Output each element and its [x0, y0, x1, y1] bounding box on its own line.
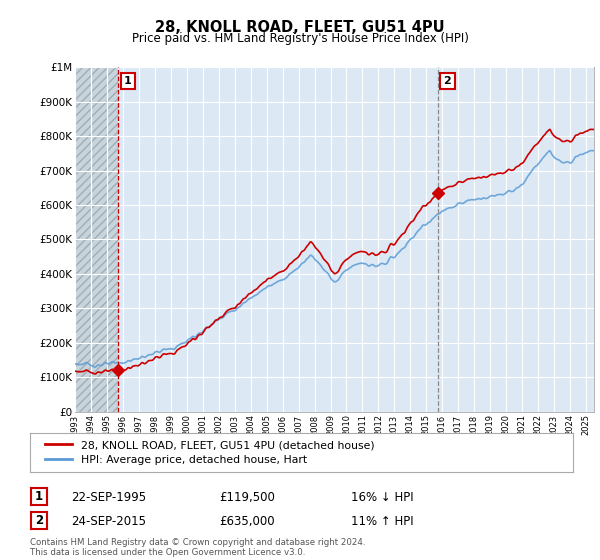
Text: 1: 1	[35, 489, 43, 503]
Text: 22-SEP-1995: 22-SEP-1995	[71, 491, 146, 504]
Text: £119,500: £119,500	[219, 491, 275, 504]
Text: 2: 2	[35, 514, 43, 528]
Text: 2: 2	[443, 76, 451, 86]
Text: 28, KNOLL ROAD, FLEET, GU51 4PU: 28, KNOLL ROAD, FLEET, GU51 4PU	[155, 20, 445, 35]
Text: £635,000: £635,000	[219, 515, 275, 529]
Text: Contains HM Land Registry data © Crown copyright and database right 2024.
This d: Contains HM Land Registry data © Crown c…	[30, 538, 365, 557]
Text: 1: 1	[124, 76, 132, 86]
Text: Price paid vs. HM Land Registry's House Price Index (HPI): Price paid vs. HM Land Registry's House …	[131, 32, 469, 45]
Bar	[75, 67, 118, 412]
Text: 11% ↑ HPI: 11% ↑ HPI	[351, 515, 413, 529]
Legend: 28, KNOLL ROAD, FLEET, GU51 4PU (detached house), HPI: Average price, detached h: 28, KNOLL ROAD, FLEET, GU51 4PU (detache…	[41, 436, 379, 469]
Text: 24-SEP-2015: 24-SEP-2015	[71, 515, 146, 529]
Text: 16% ↓ HPI: 16% ↓ HPI	[351, 491, 413, 504]
